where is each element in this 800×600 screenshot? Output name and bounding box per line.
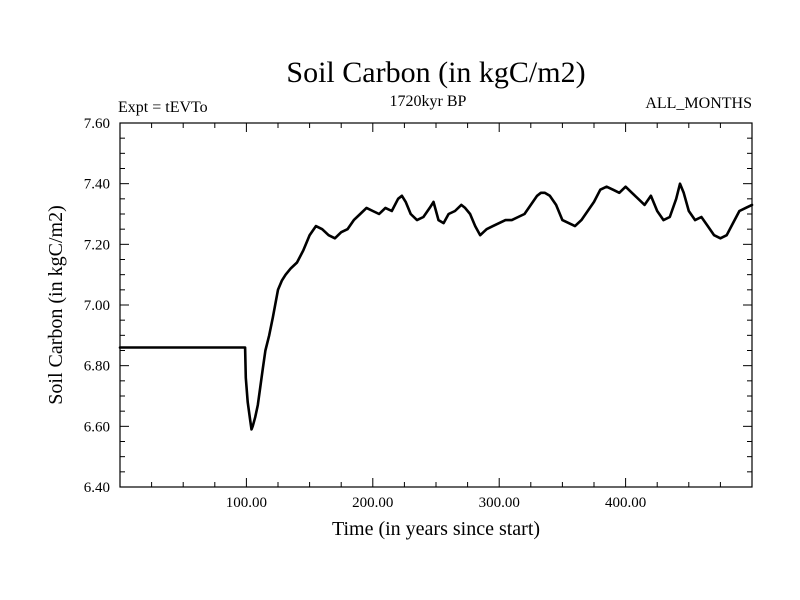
y-tick-label: 6.40 (84, 480, 110, 496)
y-tick-label: 7.20 (84, 237, 110, 253)
x-axis-label: Time (in years since start) (332, 518, 540, 540)
y-tick-label: 7.00 (84, 298, 110, 314)
y-tick-label: 7.40 (84, 177, 110, 193)
y-axis-ticks: 6.40 6.60 6.80 7.00 7.20 7.40 7.60 (84, 116, 752, 496)
soil-carbon-series-line (118, 182, 754, 431)
months-label: ALL_MONTHS (645, 95, 752, 112)
y-axis-label: Soil Carbon (in kgC/m2) (45, 205, 67, 404)
y-tick-label: 6.80 (84, 359, 110, 375)
x-tick-label: 200.00 (352, 495, 393, 511)
y-tick-label: 7.60 (84, 116, 110, 132)
plot-frame (119, 122, 753, 488)
x-tick-label: 400.00 (605, 495, 646, 511)
period-label: 1720kyr BP (390, 93, 467, 110)
y-tick-label: 6.60 (84, 419, 110, 435)
x-tick-label: 100.00 (226, 495, 267, 511)
x-axis-ticks: 100.00 200.00 300.00 400.00 (151, 123, 721, 511)
experiment-label: Expt = tEVTo (118, 99, 208, 116)
x-tick-label: 300.00 (479, 495, 520, 511)
chart-title: Soil Carbon (in kgC/m2) (286, 56, 585, 89)
